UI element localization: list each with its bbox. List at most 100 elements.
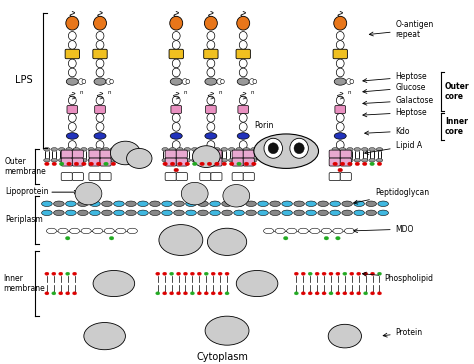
Ellipse shape	[363, 162, 367, 166]
Text: O-antigen
repeat: O-antigen repeat	[369, 20, 434, 39]
Text: Heptose: Heptose	[363, 72, 427, 83]
Ellipse shape	[322, 292, 326, 295]
Ellipse shape	[110, 141, 140, 165]
Ellipse shape	[354, 147, 361, 151]
FancyBboxPatch shape	[61, 150, 73, 158]
FancyBboxPatch shape	[211, 173, 222, 181]
Ellipse shape	[186, 210, 196, 215]
FancyBboxPatch shape	[73, 158, 83, 166]
Ellipse shape	[239, 59, 247, 68]
Text: Kdo: Kdo	[365, 127, 410, 136]
Ellipse shape	[239, 68, 247, 77]
Ellipse shape	[65, 292, 70, 295]
Ellipse shape	[101, 201, 112, 206]
Ellipse shape	[205, 133, 217, 139]
Ellipse shape	[150, 201, 160, 206]
Ellipse shape	[237, 16, 250, 30]
FancyBboxPatch shape	[243, 158, 255, 166]
Ellipse shape	[364, 272, 368, 276]
Ellipse shape	[170, 162, 175, 166]
Ellipse shape	[178, 162, 182, 166]
Ellipse shape	[298, 228, 309, 234]
Ellipse shape	[65, 272, 70, 276]
Ellipse shape	[207, 68, 215, 77]
Ellipse shape	[332, 158, 338, 162]
Ellipse shape	[199, 158, 205, 162]
Ellipse shape	[207, 114, 215, 122]
Ellipse shape	[366, 210, 376, 215]
Ellipse shape	[93, 270, 135, 297]
Ellipse shape	[346, 158, 353, 162]
Ellipse shape	[246, 201, 256, 206]
Ellipse shape	[155, 292, 160, 295]
Ellipse shape	[58, 158, 65, 162]
FancyBboxPatch shape	[232, 173, 243, 181]
Ellipse shape	[51, 147, 57, 151]
FancyBboxPatch shape	[93, 49, 107, 59]
Ellipse shape	[369, 147, 375, 151]
Ellipse shape	[221, 147, 228, 151]
Ellipse shape	[239, 114, 247, 122]
FancyBboxPatch shape	[340, 158, 351, 166]
Text: Glucose: Glucose	[363, 83, 426, 94]
Ellipse shape	[96, 162, 101, 166]
Ellipse shape	[127, 149, 152, 169]
FancyBboxPatch shape	[200, 173, 211, 181]
FancyBboxPatch shape	[165, 173, 176, 181]
Ellipse shape	[354, 210, 365, 215]
Ellipse shape	[207, 123, 215, 131]
Ellipse shape	[169, 147, 176, 151]
Ellipse shape	[114, 210, 124, 215]
Ellipse shape	[127, 228, 137, 234]
Ellipse shape	[173, 210, 184, 215]
Text: Galactose: Galactose	[363, 96, 434, 105]
Ellipse shape	[94, 133, 106, 139]
Ellipse shape	[243, 147, 250, 151]
Ellipse shape	[336, 68, 344, 77]
Ellipse shape	[211, 292, 215, 295]
Ellipse shape	[137, 210, 148, 215]
Ellipse shape	[207, 96, 215, 105]
Ellipse shape	[45, 272, 49, 276]
Ellipse shape	[173, 96, 180, 105]
Text: n: n	[80, 90, 83, 95]
Ellipse shape	[282, 201, 292, 206]
Ellipse shape	[264, 138, 283, 158]
Ellipse shape	[176, 272, 181, 276]
Ellipse shape	[225, 292, 229, 295]
Ellipse shape	[354, 201, 365, 206]
Ellipse shape	[222, 210, 232, 215]
FancyBboxPatch shape	[176, 173, 187, 181]
Text: Phospholipid: Phospholipid	[363, 272, 433, 282]
Ellipse shape	[294, 201, 304, 206]
Ellipse shape	[106, 79, 111, 84]
Ellipse shape	[88, 147, 94, 151]
Text: n: n	[347, 90, 351, 95]
Ellipse shape	[252, 162, 256, 166]
Ellipse shape	[355, 162, 360, 166]
Ellipse shape	[73, 158, 80, 162]
Ellipse shape	[96, 123, 104, 131]
Ellipse shape	[324, 236, 328, 240]
Ellipse shape	[66, 78, 78, 85]
Text: n: n	[218, 90, 222, 95]
Ellipse shape	[346, 79, 352, 84]
FancyBboxPatch shape	[340, 173, 351, 181]
Ellipse shape	[287, 228, 297, 234]
Ellipse shape	[70, 228, 80, 234]
Ellipse shape	[191, 147, 198, 151]
Ellipse shape	[93, 16, 107, 30]
Ellipse shape	[96, 114, 104, 122]
Ellipse shape	[306, 201, 317, 206]
FancyBboxPatch shape	[329, 173, 340, 181]
Ellipse shape	[270, 201, 281, 206]
Text: Periplasm: Periplasm	[5, 215, 43, 224]
Ellipse shape	[74, 162, 79, 166]
Ellipse shape	[336, 272, 340, 276]
Ellipse shape	[336, 40, 344, 49]
Ellipse shape	[162, 210, 173, 215]
Ellipse shape	[371, 272, 374, 276]
Ellipse shape	[228, 147, 235, 151]
Ellipse shape	[237, 133, 249, 139]
Ellipse shape	[338, 168, 343, 172]
